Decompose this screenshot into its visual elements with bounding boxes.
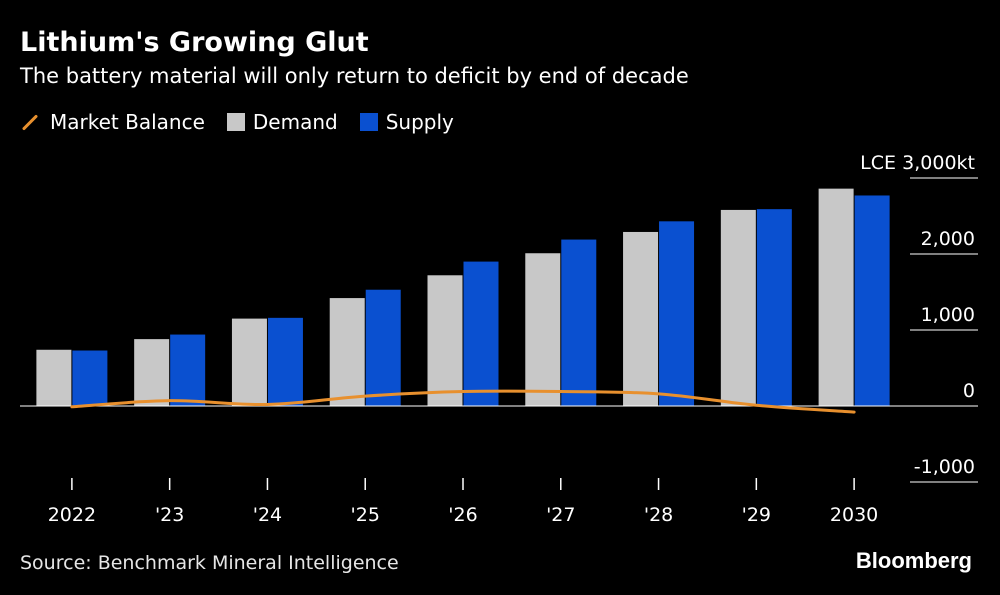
legend-label-market-balance: Market Balance [50, 110, 205, 134]
demand-bar [36, 349, 72, 406]
y-tick-label: 2,000 [921, 228, 975, 250]
chart-title: Lithium's Growing Glut [20, 27, 369, 58]
supply-swatch-icon [359, 113, 378, 131]
x-tick-label: '27 [546, 504, 575, 526]
legend-label-supply: Supply [385, 110, 454, 134]
x-tick-label: '25 [351, 504, 380, 526]
x-tick-label: '28 [644, 504, 673, 526]
demand-bar [427, 275, 463, 406]
legend-item-supply: Supply [359, 110, 454, 134]
demand-bar [720, 209, 756, 406]
x-tick-label: 2030 [830, 504, 878, 526]
x-tick-label: 2022 [48, 504, 96, 526]
supply-bar [561, 239, 597, 406]
legend: Market Balance Demand Supply [20, 108, 476, 136]
legend-label-demand: Demand [252, 110, 338, 134]
chart-subtitle: The battery material will only return to… [20, 64, 689, 88]
source-note: Source: Benchmark Mineral Intelligence [20, 552, 399, 574]
demand-bar [525, 253, 561, 406]
y-tick-label: 0 [963, 380, 975, 402]
demand-bar [329, 298, 365, 406]
y-tick-label: 3,000kt [902, 152, 975, 174]
market-balance-line [70, 389, 856, 414]
supply-bar [72, 350, 108, 406]
y-unit-label: LCE [860, 152, 896, 174]
y-tick-label: -1,000 [914, 456, 975, 478]
supply-bar [267, 317, 303, 406]
y-tick-label: 1,000 [921, 304, 975, 326]
supply-bar [170, 334, 206, 406]
demand-swatch-icon [226, 113, 245, 131]
supply-bar [659, 221, 695, 406]
x-tick-label: '29 [742, 504, 771, 526]
x-tick-label: '26 [448, 504, 477, 526]
demand-bar [623, 231, 659, 406]
legend-item-demand: Demand [226, 110, 338, 134]
supply-bar [756, 209, 792, 406]
supply-bar [854, 195, 890, 406]
demand-bar [134, 339, 170, 406]
supply-bar [463, 261, 499, 406]
demand-bar [818, 188, 854, 406]
legend-item-market-balance: Market Balance [20, 110, 205, 134]
x-tick-label: '24 [253, 504, 282, 526]
x-tick-label: '23 [155, 504, 184, 526]
demand-bar [231, 318, 267, 406]
bloomberg-logo: Bloomberg [855, 548, 972, 573]
supply-bar [365, 289, 401, 406]
